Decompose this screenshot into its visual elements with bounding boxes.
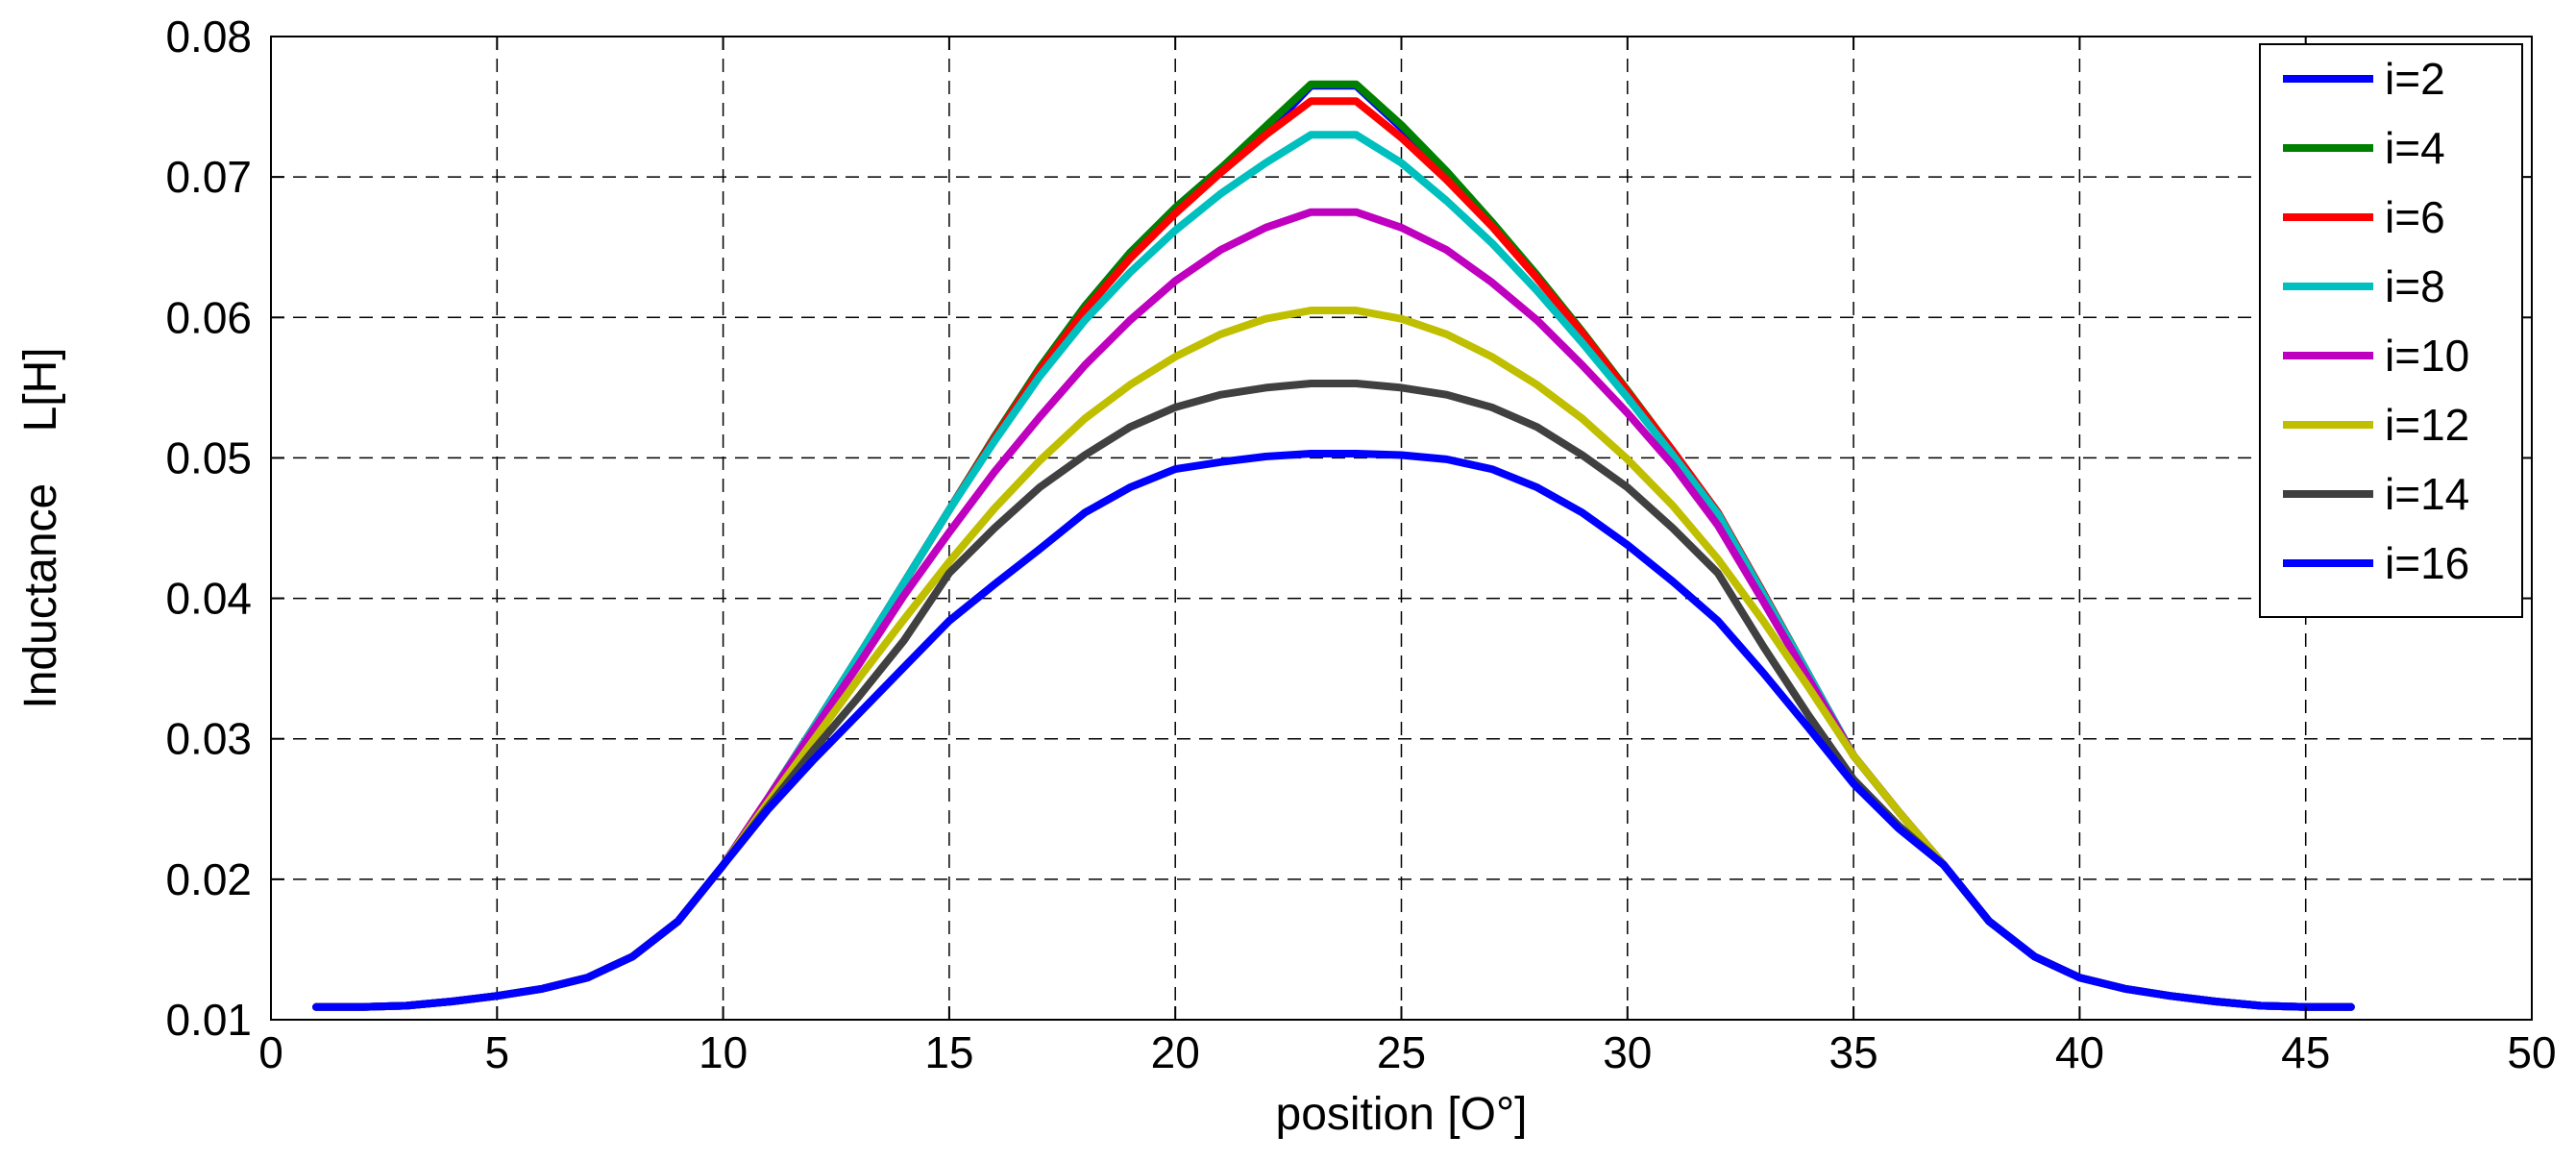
y-tick-label: 0.03: [165, 714, 252, 764]
legend-label: i=2: [2385, 54, 2445, 104]
legend-label: i=14: [2385, 469, 2469, 519]
legend-box: [2259, 43, 2523, 618]
y-tick-labels: 0.01 0.02 0.03 0.04 0.05 0.06 0.07 0.08: [165, 12, 252, 1045]
legend-label: i=10: [2385, 331, 2469, 381]
x-tick-labels: 0 5 10 15 20 25 30 35 40 45 50: [258, 1027, 2556, 1077]
y-axis-title: Inductance L[H]: [15, 347, 66, 708]
legend-label: i=12: [2385, 400, 2469, 450]
x-tick-label: 45: [2281, 1027, 2330, 1077]
y-tick-label: 0.04: [165, 574, 252, 624]
x-tick-label: 0: [258, 1027, 283, 1077]
y-tick-label: 0.06: [165, 292, 252, 342]
x-tick-label: 15: [924, 1027, 973, 1077]
y-tick-label: 0.05: [165, 432, 252, 482]
x-axis-title: position [O°]: [1276, 1089, 1528, 1140]
legend-label: i=8: [2385, 261, 2445, 311]
x-tick-label: 40: [2055, 1027, 2104, 1077]
x-tick-label: 25: [1377, 1027, 1426, 1077]
y-tick-label: 0.07: [165, 152, 252, 202]
x-tick-label: 30: [1603, 1027, 1652, 1077]
x-tick-label: 20: [1151, 1027, 1200, 1077]
x-tick-label: 10: [699, 1027, 748, 1077]
legend-label: i=4: [2385, 123, 2445, 173]
x-tick-label: 50: [2507, 1027, 2556, 1077]
x-tick-label: 35: [1829, 1027, 1878, 1077]
y-tick-label: 0.01: [165, 995, 252, 1045]
y-tick-label: 0.08: [165, 12, 252, 62]
x-tick-label: 5: [485, 1027, 510, 1077]
series-layer: [312, 80, 2355, 1011]
legend-label: i=16: [2385, 538, 2469, 588]
legend: i=2 i=4 i=6 i=8 i=10 i=12 i=14 i=16: [2259, 43, 2523, 618]
y-tick-label: 0.02: [165, 854, 252, 904]
series-line-i-16: [312, 450, 2355, 1011]
legend-label: i=6: [2385, 192, 2445, 242]
